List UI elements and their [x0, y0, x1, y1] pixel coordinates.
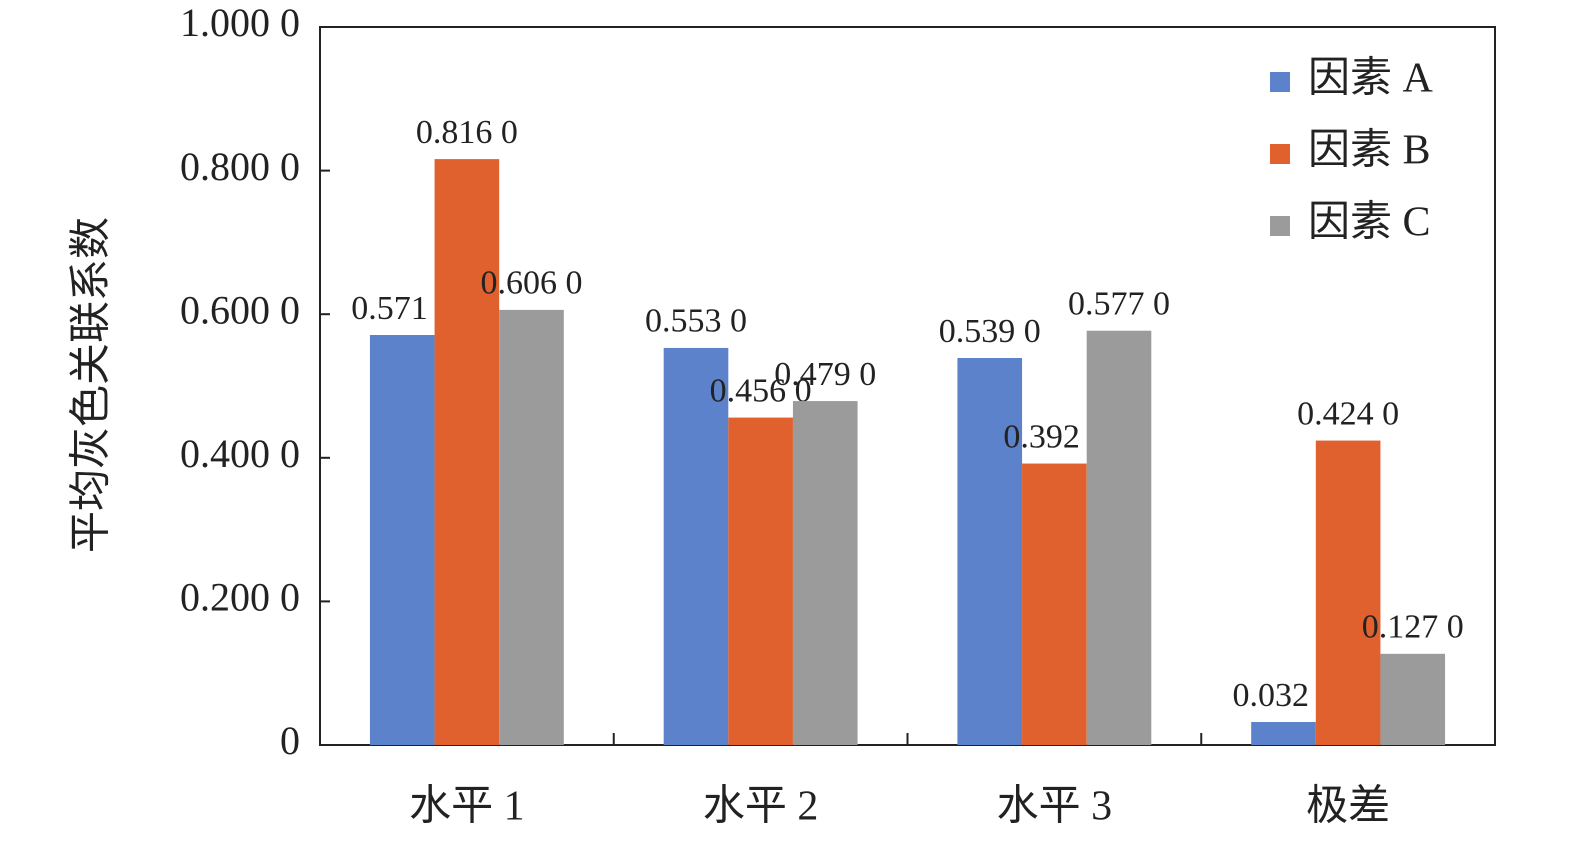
- bar: [499, 309, 564, 745]
- x-tick-label: 水平 1: [409, 784, 525, 830]
- bar: [1251, 722, 1316, 745]
- legend-marker: [1270, 216, 1290, 236]
- bar: [1022, 463, 1087, 745]
- value-label: 0.553 0: [645, 303, 747, 340]
- bar: [434, 159, 500, 745]
- x-tick-label: 水平 2: [703, 784, 819, 830]
- y-tick-label: 0.600 0: [180, 287, 300, 332]
- x-tick-label: 极差: [1306, 784, 1390, 830]
- y-axis-label: 平均灰色关联系数: [69, 217, 115, 553]
- legend-label: 因素 B: [1308, 128, 1431, 174]
- y-tick-label: 0.400 0: [180, 431, 300, 476]
- y-tick-label: 1.000 0: [180, 0, 300, 45]
- value-label: 0.539 0: [939, 313, 1041, 350]
- value-label: 0.577 0: [1068, 286, 1170, 323]
- value-label: 0.606 0: [481, 265, 583, 302]
- value-label: 0.816 0: [416, 114, 518, 151]
- value-label: 0.424 0: [1297, 395, 1399, 432]
- legend-label: 因素 C: [1308, 200, 1431, 246]
- legend-marker: [1270, 72, 1290, 92]
- bar: [957, 357, 1023, 745]
- bar: [792, 401, 858, 745]
- bar: [663, 347, 729, 745]
- bar: [1380, 653, 1446, 745]
- value-label: 0.127 0: [1362, 609, 1464, 646]
- y-tick-label: 0.800 0: [180, 144, 300, 189]
- y-tick-label: 0.200 0: [180, 575, 300, 620]
- bar: [1086, 330, 1152, 745]
- bar: [369, 335, 435, 745]
- bar: [1315, 440, 1381, 745]
- legend-marker: [1270, 144, 1290, 164]
- legend-label: 因素 A: [1308, 56, 1434, 102]
- value-label: 0.479 0: [774, 356, 876, 393]
- y-tick-label: 0: [280, 718, 300, 763]
- bar: [728, 417, 793, 745]
- x-tick-label: 水平 3: [997, 784, 1113, 830]
